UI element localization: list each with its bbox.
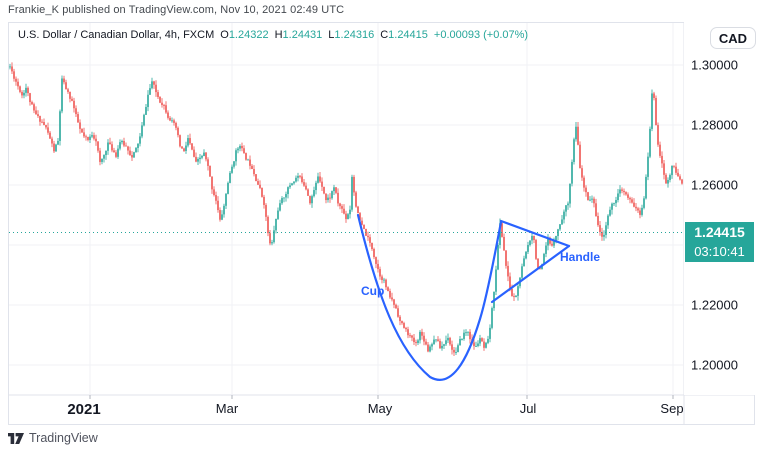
attribution-text: Frankie_K published on TradingView.com, … bbox=[8, 4, 345, 16]
price-axis-label: 1.22000 bbox=[691, 297, 738, 313]
cup-annotation-label: Cup bbox=[361, 284, 385, 298]
tradingview-footer-link[interactable]: TradingView bbox=[8, 431, 98, 445]
handle-trendline[interactable] bbox=[499, 219, 571, 248]
currency-button[interactable]: CAD bbox=[710, 27, 756, 49]
symbol-title: U.S. Dollar / Canadian Dollar, 4h, FXCM bbox=[18, 29, 215, 41]
price-axis[interactable]: 1.30000 1.28000 1.26000 1.22000 1.20000 bbox=[684, 22, 755, 395]
ohlc-value: 1.24415 bbox=[388, 29, 428, 41]
ohlc-value: 1.24322 bbox=[228, 29, 269, 41]
ohlc-key: O bbox=[220, 29, 229, 41]
price-axis-label: 1.28000 bbox=[691, 117, 738, 133]
pane-borders bbox=[8, 22, 754, 424]
price-axis-label: 1.20000 bbox=[691, 357, 738, 373]
ohlc-value: 1.24431 bbox=[282, 29, 323, 41]
bar-countdown: 03:10:41 bbox=[694, 244, 745, 259]
ohlc-key: C bbox=[380, 29, 389, 41]
change-value: +0.00093 (+0.07%) bbox=[433, 29, 529, 41]
handle-trendline[interactable] bbox=[490, 244, 571, 304]
ohlc-values: O1.24322 H1.24431 L1.24316 C1.24415 bbox=[214, 29, 428, 41]
tradingview-logo-icon bbox=[8, 433, 24, 444]
ohlc-value: 1.24316 bbox=[334, 29, 375, 41]
cup-and-handle-drawing[interactable] bbox=[356, 213, 571, 381]
gridlines bbox=[9, 23, 683, 394]
time-axis-label: Mar bbox=[215, 401, 239, 416]
time-axis-label: Sep bbox=[660, 401, 683, 416]
handle-annotation-label: Handle bbox=[560, 250, 601, 264]
ohlc-key: H bbox=[274, 29, 283, 41]
tradingview-brand-text: TradingView bbox=[29, 431, 98, 445]
symbol-legend: U.S. Dollar / Canadian Dollar, 4h, FXCM O… bbox=[18, 29, 528, 41]
price-axis-label: 1.26000 bbox=[691, 177, 738, 193]
cup-curve[interactable] bbox=[356, 213, 503, 381]
candles bbox=[9, 62, 683, 356]
time-axis-label: Jul bbox=[519, 401, 537, 416]
last-price-badge: 1.24415 03:10:41 bbox=[685, 222, 754, 262]
price-axis-label: 1.30000 bbox=[691, 57, 738, 73]
time-axis[interactable]: 2021 Mar May Jul Sep bbox=[8, 396, 683, 423]
ohlc-key: L bbox=[328, 29, 335, 41]
last-price-value: 1.24415 bbox=[694, 224, 745, 240]
time-axis-label: May bbox=[367, 401, 393, 416]
time-axis-label: 2021 bbox=[67, 401, 101, 418]
